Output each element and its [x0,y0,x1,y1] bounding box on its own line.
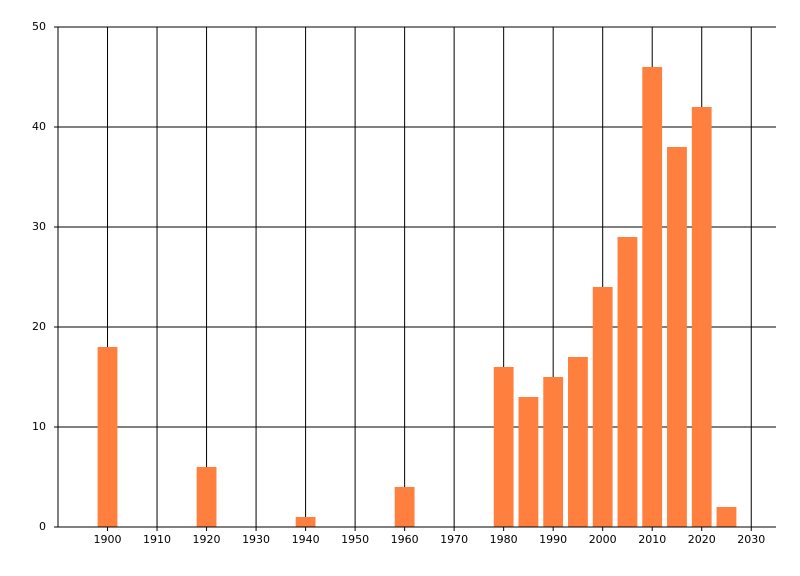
bar [97,347,118,527]
bar [642,67,663,527]
bar [617,237,638,527]
x-tick-label: 1950 [341,533,369,546]
bar [394,487,415,527]
y-tick-label: 30 [32,220,46,233]
bar [196,467,217,527]
x-tick-label: 1960 [391,533,419,546]
bar [543,377,564,527]
y-tick-label: 50 [32,20,46,33]
x-tick-label: 2010 [638,533,666,546]
x-tick-label: 1990 [539,533,567,546]
bar [667,147,687,527]
x-tick-label: 1980 [490,533,518,546]
bar [518,397,539,527]
bar [295,517,316,527]
x-tick-label: 2030 [737,533,765,546]
x-tick-label: 1930 [242,533,270,546]
x-tick-label: 2020 [688,533,716,546]
y-tick-label: 40 [32,120,46,133]
x-tick-label: 2000 [589,533,617,546]
y-tick-label: 10 [32,420,46,433]
x-tick-label: 1940 [292,533,320,546]
bar [568,357,588,527]
x-tick-label: 1970 [440,533,468,546]
x-tick-label: 1910 [143,533,171,546]
bar [691,107,712,527]
x-tick-label: 1920 [193,533,221,546]
bar [493,367,514,527]
x-tick-label: 1900 [94,533,122,546]
y-tick-label: 0 [39,520,46,533]
y-tick-label: 20 [32,320,46,333]
bar [592,287,613,527]
bar [716,507,737,527]
bars [97,67,737,527]
